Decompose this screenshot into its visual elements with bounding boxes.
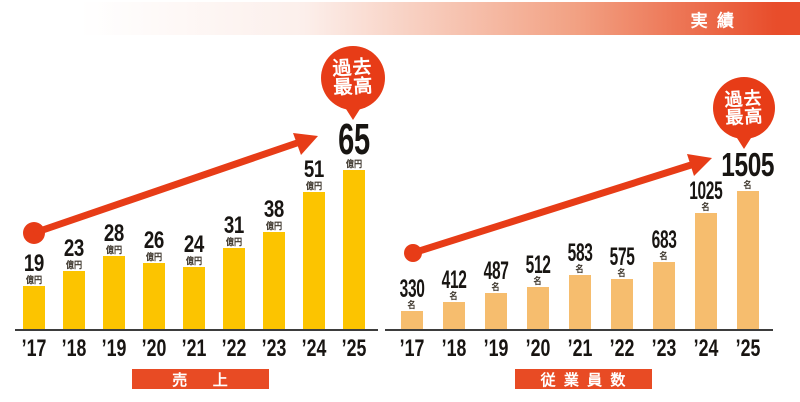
employees-bar-unit: 名 [617, 267, 627, 278]
sales-bar [63, 271, 85, 329]
employees-bar [485, 293, 507, 329]
sales-bar [23, 286, 45, 329]
employees-bar-value-label: 583 名 [535, 238, 625, 274]
sales-year-label: ’19 [101, 335, 127, 362]
employees-bar-value: 1505 [721, 146, 775, 184]
employees-bar-unit: 名 [491, 281, 501, 292]
employees-year-label: ’21 [567, 335, 593, 362]
employees-bar [737, 191, 759, 329]
employees-chart-title: 従業員数 [514, 369, 652, 389]
employees-bar [695, 213, 717, 329]
record-badge-text: 過去 最高 [724, 88, 764, 128]
sales-bar-value: 31 [223, 212, 245, 240]
sales-bar-value: 26 [143, 227, 165, 255]
sales-year-label: ’17 [21, 335, 47, 362]
employees-bar-value: 512 [525, 250, 551, 279]
record-badge-line2: 最高 [332, 75, 375, 100]
employees-bar [653, 262, 675, 329]
employees-bar-value: 330 [399, 274, 425, 303]
sales-bar [303, 192, 325, 329]
sales-bar-unit: 億円 [345, 158, 363, 169]
employees-year-label: ’18 [441, 335, 467, 362]
sales-year-label: ’25 [341, 335, 367, 362]
sales-bar-value-label: 65 億円 [309, 115, 399, 169]
sales-year-label: ’18 [61, 335, 87, 362]
employees-bar-value: 683 [651, 225, 677, 254]
employees-bar-value: 1025 [689, 176, 723, 205]
record-badge-text: 過去 最高 [332, 57, 375, 100]
employees-year-label: ’23 [651, 335, 677, 362]
employees-bar-value: 575 [609, 242, 635, 271]
sales-bar-unit: 億円 [145, 251, 163, 262]
sales-bar-value: 38 [263, 196, 285, 224]
sales-x-axis [15, 329, 378, 331]
employees-bar-unit: 名 [701, 201, 711, 212]
sales-bar-value-label: 28 億円 [69, 220, 159, 255]
sales-record-high-badge: 過去 最高 [321, 46, 385, 110]
employees-bar-unit: 名 [743, 179, 753, 190]
employees-record-high-badge: 過去 最高 [713, 77, 775, 139]
sales-year-label: ’20 [141, 335, 167, 362]
employees-year-label: ’20 [525, 335, 551, 362]
sales-bar-value: 51 [303, 156, 325, 184]
employees-bar-unit: 名 [575, 263, 585, 274]
sales-bar-unit: 億円 [65, 259, 83, 270]
sales-bar-value: 24 [183, 231, 205, 259]
sales-bar [343, 170, 365, 329]
sales-bar-unit: 億円 [105, 244, 123, 255]
sales-bar-unit: 億円 [265, 220, 283, 231]
employees-bar-value: 487 [483, 256, 509, 285]
header-title: 実績 [690, 11, 744, 30]
employees-year-label: ’22 [609, 335, 635, 362]
sales-year-label: ’24 [301, 335, 327, 362]
sales-bar-value: 65 [338, 115, 370, 165]
employees-year-label: ’24 [693, 335, 719, 362]
sales-bar-value: 28 [103, 220, 125, 248]
header-banner: 実績 [0, 2, 800, 35]
employees-bar-value: 583 [567, 238, 593, 267]
employees-bar-unit: 名 [533, 275, 543, 286]
employees-x-axis [385, 329, 773, 331]
sales-year-label: ’22 [221, 335, 247, 362]
employees-bar [401, 311, 423, 329]
sales-bar-unit: 億円 [185, 255, 203, 266]
employees-year-label: ’17 [399, 335, 425, 362]
employees-bar [443, 302, 465, 329]
employees-bar-value-label: 1505 名 [703, 146, 793, 190]
record-badge-line2: 最高 [724, 106, 764, 128]
sales-bar-value: 19 [23, 250, 45, 278]
employees-bar-unit: 名 [449, 290, 459, 301]
employees-year-label: ’19 [483, 335, 509, 362]
employees-bar [611, 279, 633, 329]
employees-bar-unit: 名 [407, 299, 417, 310]
sales-bar [263, 232, 285, 329]
sales-bar [223, 248, 245, 329]
employees-year-label: ’25 [735, 335, 761, 362]
sales-bar-value: 23 [63, 235, 85, 263]
sales-bar-unit: 億円 [225, 236, 243, 247]
sales-chart-title: 売上 [131, 369, 269, 389]
sales-bar [183, 267, 205, 329]
sales-year-label: ’21 [181, 335, 207, 362]
sales-bar-unit: 億円 [305, 180, 323, 191]
employees-bar [569, 275, 591, 329]
sales-year-label: ’23 [261, 335, 287, 362]
sales-bar [103, 256, 125, 329]
sales-bar [143, 263, 165, 329]
employees-bar [527, 287, 549, 329]
sales-bar-unit: 億円 [25, 274, 43, 285]
employees-bar-value: 412 [441, 265, 467, 294]
employees-bar-unit: 名 [659, 250, 669, 261]
